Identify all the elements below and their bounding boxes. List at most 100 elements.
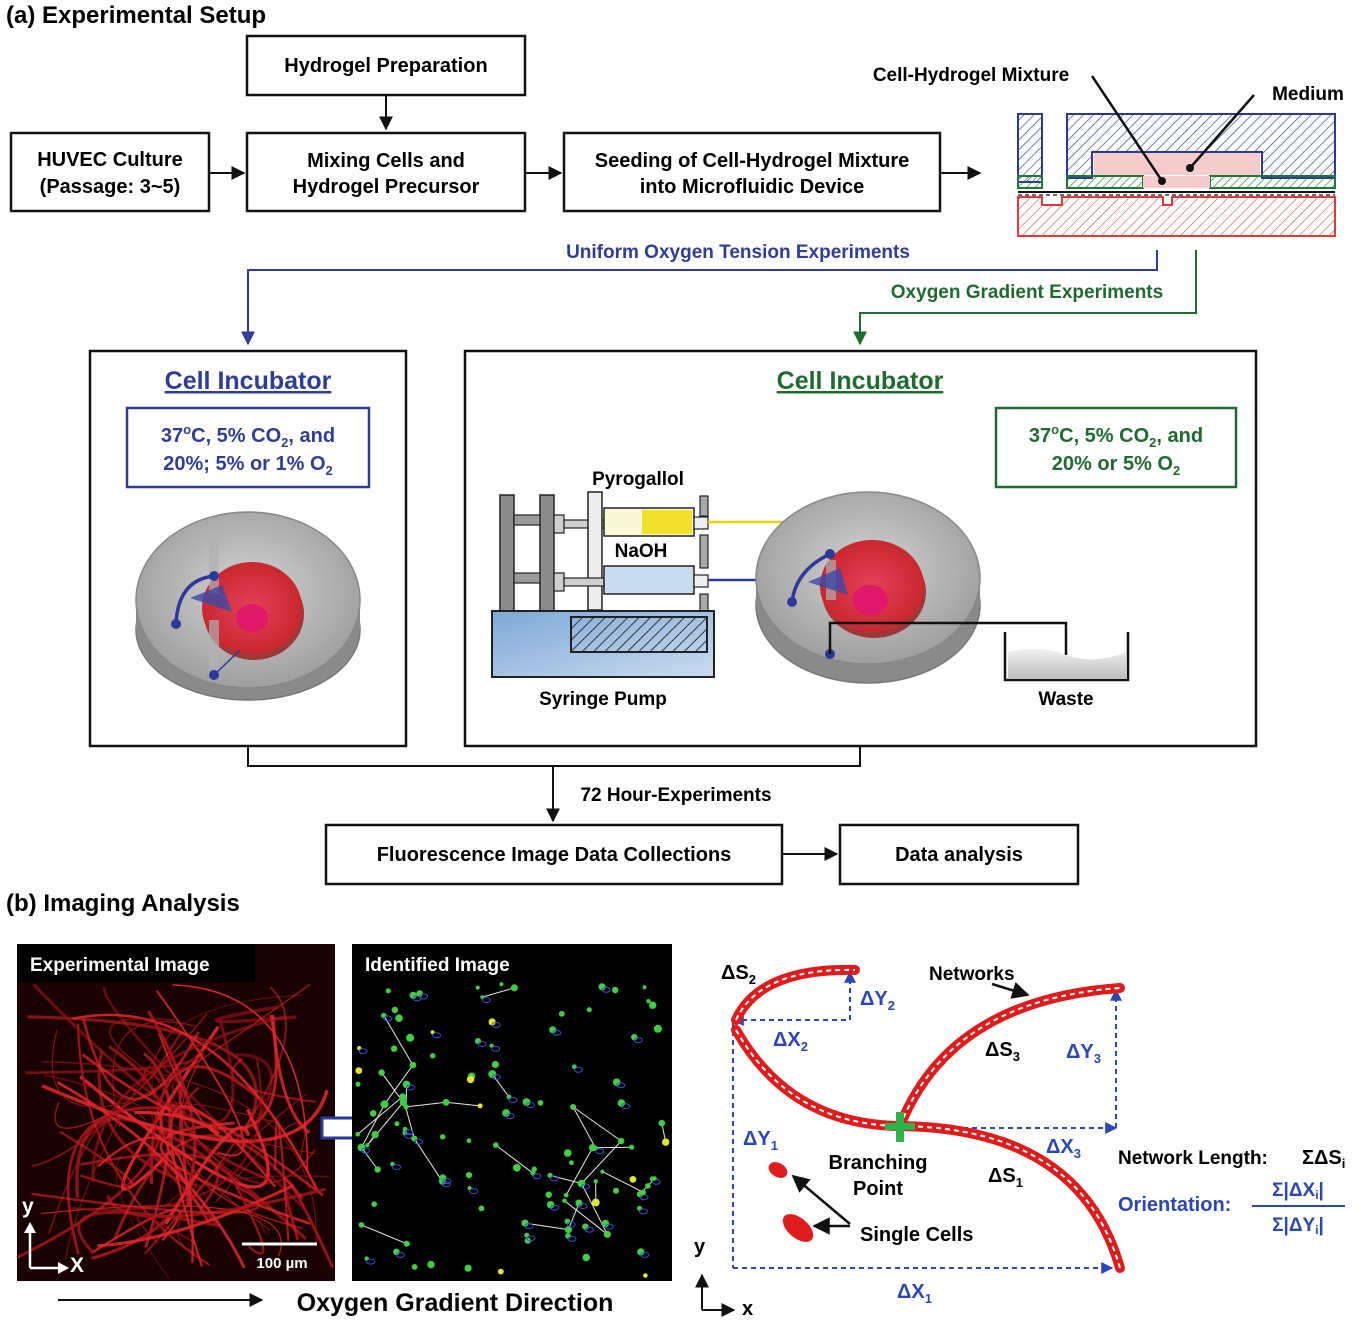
waste-label: Waste	[1038, 689, 1093, 710]
cell-outline	[604, 1223, 614, 1230]
device-label-mixture: Cell-Hydrogel Mixture	[873, 65, 1069, 86]
cell-outline	[552, 1029, 562, 1036]
networks-pointer	[991, 982, 1030, 999]
fiber	[82, 1018, 200, 1101]
network-node	[477, 1103, 483, 1109]
network-node	[374, 1166, 381, 1173]
mixing-box: Mixing Cells and Hydrogel Precursor	[245, 131, 527, 213]
network-node	[563, 1192, 569, 1198]
experimental-image-label: Experimental Image	[30, 955, 210, 976]
waste-tube	[828, 621, 1068, 655]
network-node	[570, 1104, 577, 1110]
network-node	[395, 1014, 403, 1022]
network-node	[409, 1061, 417, 1069]
networks-label: Networks	[929, 964, 1015, 985]
network-edge	[572, 1106, 597, 1149]
network-node	[545, 1191, 552, 1198]
network-node	[466, 1138, 472, 1143]
network-node	[513, 1163, 521, 1172]
identified-network-overlay	[355, 982, 670, 1278]
network-node	[442, 1098, 450, 1106]
network-node	[439, 1174, 447, 1182]
experimental-image-fibers	[16, 983, 334, 1280]
cell-outline	[413, 1138, 423, 1145]
network-edge	[567, 1202, 580, 1230]
network-edge	[572, 1106, 622, 1142]
ds2-label: ΔS2	[721, 962, 756, 987]
network-node	[464, 1264, 472, 1272]
network-edge	[549, 1174, 582, 1184]
dx3-label: ΔX3	[1046, 1136, 1081, 1161]
network-edge	[581, 1140, 622, 1184]
network-node	[403, 1104, 409, 1110]
cell-outline	[358, 1048, 368, 1055]
network-node	[598, 983, 606, 991]
network-node	[582, 1253, 590, 1262]
network-node	[475, 985, 480, 990]
network-node	[355, 1067, 363, 1074]
fiber	[71, 1057, 262, 1211]
network-node	[502, 1109, 510, 1117]
cell-outline	[578, 1203, 588, 1210]
network-node	[430, 1053, 436, 1059]
fiber	[91, 1015, 285, 1182]
network-node	[411, 1264, 418, 1270]
cell-outline	[481, 997, 491, 1004]
mixture-callout-line	[1090, 75, 1164, 182]
network-node	[493, 1142, 499, 1148]
network-edge	[495, 1144, 534, 1174]
network-edge	[361, 1147, 379, 1170]
incubator-right: Cell Incubator 37oC, 5% CO2, and 20% or …	[463, 349, 1258, 748]
fiber	[59, 1130, 134, 1189]
network-schematic: ΔS2 ΔY2 ΔX2 Networks ΔS3 ΔY3 ΔY1 ΔX3 ΔS1…	[694, 962, 1345, 1320]
network-node	[358, 1222, 365, 1228]
cell-outline	[505, 1113, 515, 1119]
fiber	[179, 1052, 303, 1229]
network-edge	[413, 1138, 443, 1182]
network-node	[365, 1143, 370, 1148]
cell-outline	[441, 1181, 451, 1188]
cell-outline	[392, 1164, 401, 1171]
schematic-axis-y: y	[694, 1236, 706, 1258]
cell-outline	[550, 1204, 560, 1211]
network-node	[406, 1033, 415, 1042]
network-edge	[361, 1104, 385, 1148]
network-edge	[361, 1224, 407, 1245]
culture-dish-left	[135, 511, 361, 701]
fluorescence-label: Fluorescence Image Data Collections	[377, 844, 732, 866]
network-edge	[357, 1096, 404, 1135]
single-cell-large	[782, 1214, 814, 1242]
fiber	[97, 1184, 295, 1248]
image-axis-x: X	[70, 1254, 84, 1277]
network-node	[618, 1137, 625, 1145]
cell-outline	[526, 1102, 535, 1108]
mixing-line2: Hydrogel Precursor	[293, 176, 480, 198]
network-node	[488, 1070, 497, 1079]
cell-outline	[581, 1183, 590, 1190]
network-node	[617, 1099, 626, 1107]
seeding-box: Seeding of Cell-Hydrogel Mixture into Mi…	[562, 131, 942, 213]
cell-outline	[566, 1221, 576, 1228]
fiber	[271, 1015, 311, 1135]
mixing-line1: Mixing Cells and	[307, 150, 465, 172]
uniform-oxygen-label: Uniform Oxygen Tension Experiments	[566, 242, 910, 263]
cell-outline	[395, 1251, 405, 1258]
fiber	[31, 1185, 260, 1215]
network-node	[531, 1166, 537, 1172]
cell-outline	[584, 1226, 594, 1233]
cell-outline	[406, 1084, 415, 1091]
orientation-denominator: Σ|ΔYi|	[1272, 1215, 1324, 1237]
cell-outline	[524, 1223, 534, 1230]
network-node	[645, 1183, 651, 1189]
experimental-image-panel: Experimental Image 100 µm y X	[16, 944, 335, 1281]
cell-outline	[595, 1148, 605, 1155]
network-node	[564, 1226, 572, 1234]
fiber	[51, 1029, 128, 1108]
data-analysis-box: Data analysis	[838, 823, 1080, 886]
dx2-label: ΔX2	[773, 1029, 808, 1054]
cell-outline	[567, 1235, 577, 1242]
network-edge	[564, 1200, 608, 1235]
image-axes: y X	[22, 1195, 84, 1277]
huvec-line1: HUVEC Culture	[37, 149, 183, 171]
network-node	[612, 986, 619, 994]
